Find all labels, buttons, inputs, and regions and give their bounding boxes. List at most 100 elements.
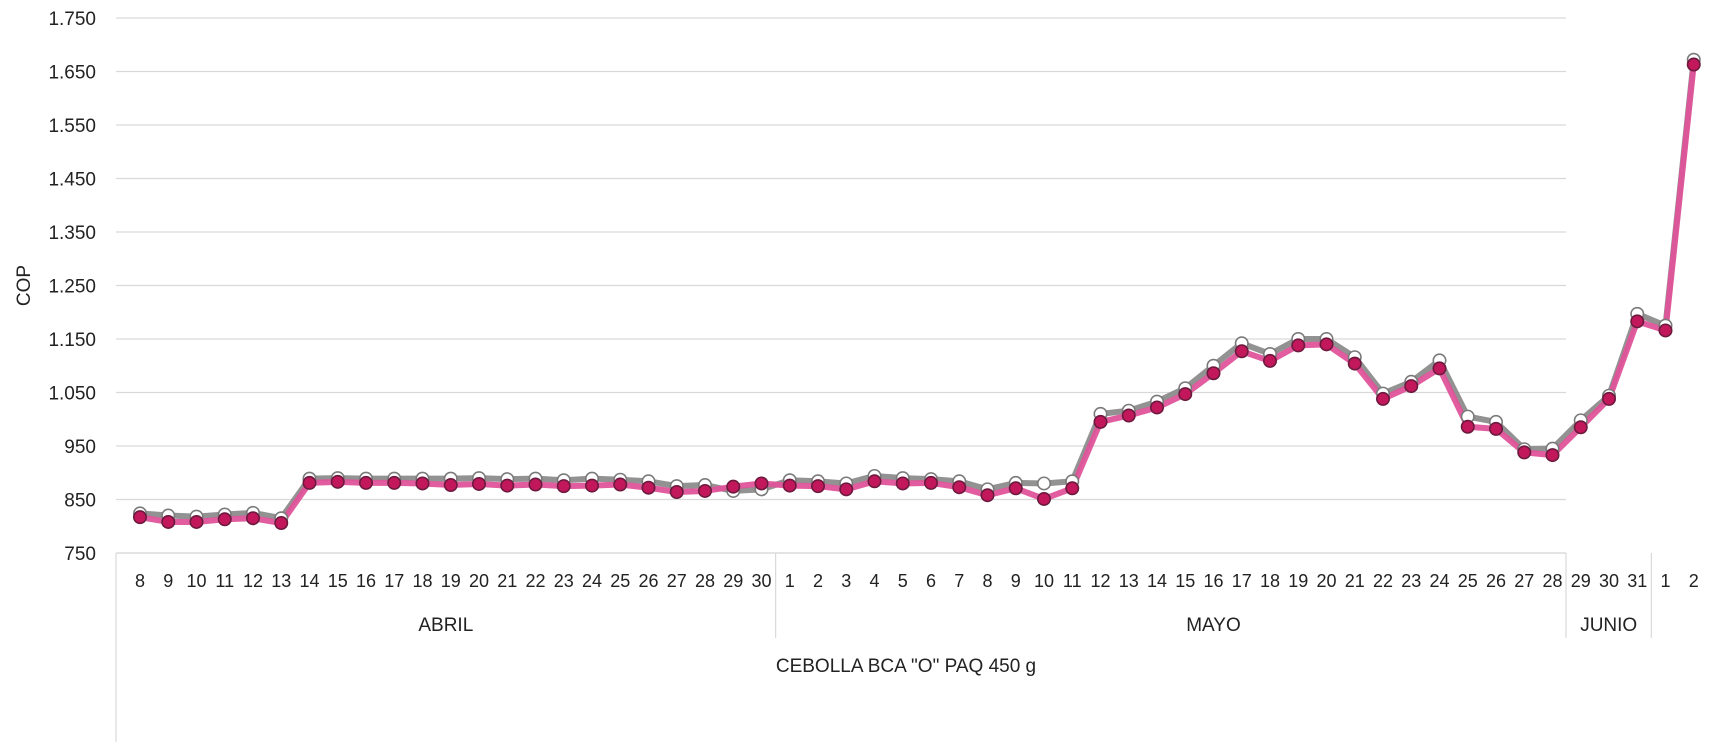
x-tick-label: 27 (1514, 571, 1534, 591)
x-tick-label: 21 (1345, 571, 1365, 591)
x-tick-label: 20 (469, 571, 489, 591)
x-tick-label: 4 (869, 571, 879, 591)
x-tick-label: 12 (243, 571, 263, 591)
x-tick-label: 8 (982, 571, 992, 591)
x-tick-label: 14 (1147, 571, 1167, 591)
x-tick-label: 19 (441, 571, 461, 591)
gridlines-group (116, 17, 1566, 554)
y-tick-label: 1.650 (48, 63, 96, 84)
month-label: MAYO (1186, 615, 1241, 636)
series-group (133, 52, 1701, 531)
x-tick-label: 15 (328, 571, 348, 591)
series-1-point (952, 480, 967, 495)
series-1-point (1573, 420, 1588, 435)
series-1-point (556, 479, 571, 494)
series-1-point (1404, 379, 1419, 394)
x-tick-label: 24 (582, 571, 602, 591)
x-axis-group: 8 9 10 11 12 13 14 15 16 17 18 19 20 21 22 23 24 25 26 27 28… (115, 552, 1699, 742)
series-1-point (1150, 400, 1165, 415)
x-tick-label: 21 (497, 571, 517, 591)
series-1-point (641, 480, 656, 495)
series-1-point (810, 479, 825, 494)
x-tick-label: 10 (186, 571, 206, 591)
x-tick-label: 20 (1316, 571, 1336, 591)
series-1-point (133, 510, 148, 525)
series-1-point (528, 477, 543, 492)
y-tick-label: 1.550 (48, 116, 96, 137)
x-tick-label: 11 (215, 571, 234, 591)
y-tick-label: 750 (64, 544, 96, 565)
series-1-point (1178, 387, 1193, 402)
x-tick-label: 17 (384, 571, 404, 591)
x-tick-label: 2 (813, 571, 823, 591)
y-tick-label: 1.450 (48, 170, 96, 191)
series-1-point (1093, 414, 1108, 429)
series-line-2 (137, 56, 1697, 522)
series-1-point (274, 516, 289, 531)
x-tick-label: 24 (1429, 571, 1449, 591)
y-axis-title: COP (14, 265, 35, 306)
series-1-point (358, 475, 373, 490)
series-2-point (1037, 476, 1052, 491)
series-1-point (302, 475, 317, 490)
y-tick-label: 1.150 (48, 330, 96, 351)
x-tick-label: 1 (785, 571, 795, 591)
series-1-point (1206, 366, 1221, 381)
series-1-point (1347, 356, 1362, 371)
series-1-point (415, 476, 430, 491)
x-tick-label: 29 (723, 571, 743, 591)
series-1-point (161, 514, 176, 529)
x-tick-label: 27 (667, 571, 687, 591)
series-1-point (1008, 481, 1023, 496)
series-1-point (697, 483, 712, 498)
x-tick-label: 30 (751, 571, 771, 591)
x-tick-label: 18 (1260, 571, 1280, 591)
series-1-point (895, 476, 910, 491)
x-tick-label: 16 (1203, 571, 1223, 591)
x-tick-label: 12 (1090, 571, 1110, 591)
series-1-point (1602, 391, 1617, 406)
series-1-point (500, 478, 515, 493)
x-tick-label: 25 (1458, 571, 1478, 591)
series-1-point (1460, 419, 1475, 434)
y-tick-label: 1.750 (48, 9, 96, 30)
x-tick-label: 25 (610, 571, 630, 591)
series-1-point (1517, 445, 1532, 460)
series-1-point (754, 476, 769, 491)
y-tick-labels-group: 750 850 950 1.050 1.150 1.250 1.350 1.450 1.550 1… (48, 9, 96, 565)
x-tick-label: 15 (1175, 571, 1195, 591)
x-tick-label: 22 (1373, 571, 1393, 591)
series-1-point (330, 474, 345, 489)
series-1-point (1545, 448, 1560, 463)
x-tick-label: 10 (1034, 571, 1054, 591)
x-tick-label: 14 (299, 571, 319, 591)
series-1-point (1489, 421, 1504, 436)
x-tick-label: 1 (1660, 571, 1670, 591)
series-1-point (387, 475, 402, 490)
y-tick-label: 1.050 (48, 384, 96, 405)
y-tick-label: 850 (64, 491, 96, 512)
y-tick-label: 1.350 (48, 223, 96, 244)
x-tick-label: 2 (1689, 571, 1699, 591)
series-1-point (1686, 57, 1701, 72)
series-1-point (246, 511, 261, 526)
series-1-point (1234, 344, 1249, 359)
series-1-point (726, 479, 741, 494)
category-group-label: CEBOLLA BCA "O" PAQ 450 g (776, 656, 1036, 677)
x-tick-label: 6 (926, 571, 936, 591)
series-1-point (1263, 353, 1278, 368)
x-tick-label: 23 (1401, 571, 1421, 591)
x-tick-label: 3 (841, 571, 851, 591)
series-1-point (217, 512, 232, 527)
series-1-point (1121, 408, 1136, 423)
x-tick-label: 13 (1119, 571, 1139, 591)
x-tick-label: 18 (412, 571, 432, 591)
series-line-1 (137, 61, 1697, 527)
x-tick-label: 17 (1232, 571, 1252, 591)
series-1-point (782, 478, 797, 493)
x-tick-label: 22 (525, 571, 545, 591)
x-tick-label: 19 (1288, 571, 1308, 591)
y-tick-label: 950 (64, 437, 96, 458)
x-tick-label: 28 (695, 571, 715, 591)
